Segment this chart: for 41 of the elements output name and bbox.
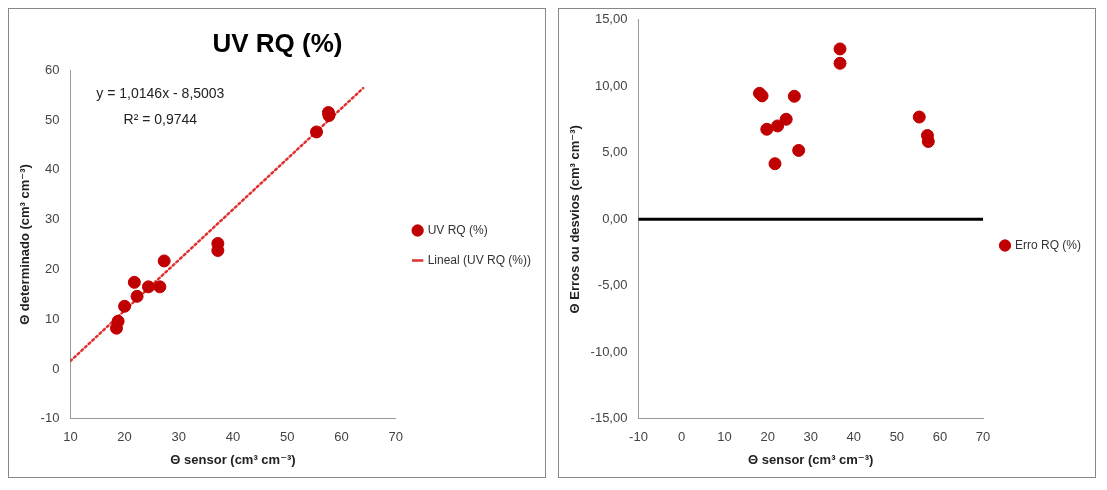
x-axis-title: Θ sensor (cm³ cm⁻³): [748, 451, 874, 467]
x-tick-label: 60: [932, 429, 948, 445]
legend-label: Lineal (UV RQ (%)): [427, 252, 532, 267]
y-axis-title: Θ Erros ou desvios (cm³ cm⁻³): [567, 125, 583, 314]
x-tick-label: 50: [279, 429, 295, 445]
y-axis-title: Θ determinado (cm³ cm⁻³): [17, 164, 33, 325]
x-axis-title: Θ sensor (cm³ cm⁻³): [170, 451, 296, 467]
annotation: R² = 0,9744: [123, 111, 198, 128]
x-tick-label: 20: [117, 429, 132, 445]
x-tick-label: 0: [677, 429, 686, 445]
x-tick-label: 40: [846, 429, 862, 445]
y-tick-label: 0: [52, 360, 60, 376]
y-tick-label: 60: [44, 61, 60, 77]
x-tick-label: 70: [975, 429, 991, 445]
y-tick-label: -15,00: [590, 410, 628, 426]
y-tick-label: 10: [44, 310, 60, 326]
y-tick-label: 5,00: [602, 144, 628, 160]
x-tick-label: 70: [388, 429, 403, 445]
y-tick-label: -10,00: [590, 343, 628, 359]
y-tick-label: 15,00: [594, 11, 628, 27]
y-tick-label: -5,00: [597, 277, 628, 293]
legend-label: UV RQ (%): [427, 222, 488, 237]
x-tick-label: 30: [171, 429, 187, 445]
y-tick-label: 30: [44, 211, 60, 227]
x-tick-label: 50: [889, 429, 905, 445]
legend-label: Erro RQ (%): [1015, 237, 1081, 252]
x-tick-label: 20: [760, 429, 775, 445]
x-tick-label: 10: [717, 429, 732, 445]
y-tick-label: 20: [44, 260, 60, 276]
y-tick-label: 10,00: [594, 77, 628, 93]
y-tick-label: 40: [44, 161, 60, 177]
chart-title: UV RQ (%): [212, 27, 343, 58]
annotation: y = 1,0146x - 8,5003: [96, 85, 225, 102]
x-tick-label: 60: [334, 429, 349, 445]
x-tick-label: 40: [225, 429, 241, 445]
y-tick-label: 0,00: [602, 210, 628, 226]
x-tick-label: 10: [63, 429, 78, 445]
y-tick-label: -10: [40, 410, 60, 426]
x-tick-label: -10: [629, 429, 648, 445]
x-tick-label: 30: [803, 429, 818, 445]
y-tick-label: 50: [44, 111, 60, 127]
